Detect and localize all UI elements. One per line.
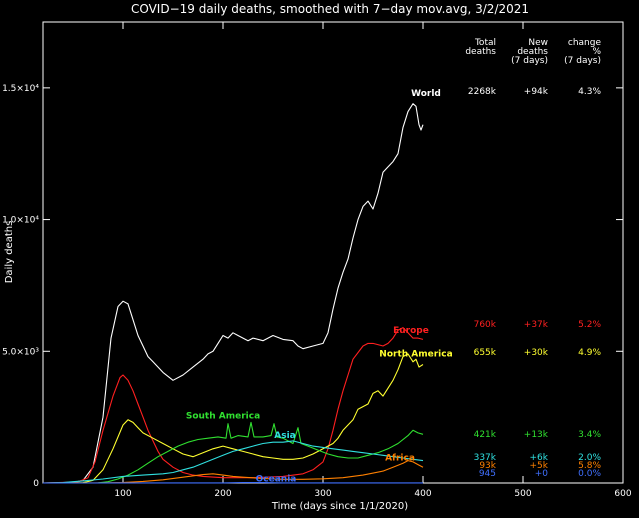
series-label-south-america: South America bbox=[186, 411, 260, 421]
table-new-deaths-south-america: +13k bbox=[524, 430, 549, 440]
table-total-deaths-europe: 760k bbox=[474, 320, 497, 330]
header-change-line2: % bbox=[592, 47, 601, 57]
x-tick-label: 500 bbox=[514, 489, 531, 499]
series-label-asia: Asia bbox=[274, 431, 295, 441]
series-lines bbox=[42, 103, 424, 484]
series-line-oceania bbox=[43, 481, 423, 484]
table-total-deaths-oceania: 945 bbox=[479, 469, 496, 479]
header-total-line2: deaths bbox=[465, 47, 496, 57]
header-change-line3: (7 days) bbox=[564, 56, 601, 66]
x-tick-label: 600 bbox=[614, 489, 631, 499]
x-axis-label: Time (days since 1/1/2020) bbox=[271, 501, 408, 512]
y-tick-label: 1.5×10⁴ bbox=[2, 84, 39, 94]
x-tick-label: 100 bbox=[114, 489, 131, 499]
table-change-world: 4.3% bbox=[578, 87, 601, 97]
table-change-europe: 5.2% bbox=[578, 320, 601, 330]
series-label-oceania: Oceania bbox=[256, 475, 297, 485]
series-label-africa: Africa bbox=[385, 454, 415, 464]
table-total-deaths-africa: 93k bbox=[479, 461, 496, 471]
table-new-deaths-world: +94k bbox=[524, 87, 549, 97]
series-label-world: World bbox=[411, 89, 441, 99]
y-tick-label: 1.0×10⁴ bbox=[2, 216, 39, 226]
series-line-south-america bbox=[42, 421, 424, 484]
table-change-oceania: 0.0% bbox=[578, 469, 601, 479]
x-tick-label: 200 bbox=[214, 489, 231, 499]
series-line-europe bbox=[42, 327, 424, 484]
series-line-asia bbox=[42, 440, 424, 484]
axes: 100 200 300 400 500 600 0 5.0×10³ 1.0×10⁴ 1.5×10⁴ bbox=[2, 22, 632, 499]
table-new-deaths-north-america: +30k bbox=[524, 348, 549, 358]
x-tick-label: 400 bbox=[414, 489, 431, 499]
header-new-line3: (7 days) bbox=[511, 56, 548, 66]
series-label-europe: Europe bbox=[393, 326, 429, 336]
table-new-deaths-asia: +6k bbox=[530, 453, 549, 463]
table-headers: Total deaths New deaths (7 days) change … bbox=[465, 38, 601, 66]
table-change-asia: 2.0% bbox=[578, 453, 601, 463]
y-tick-label: 0 bbox=[33, 479, 39, 489]
table-new-deaths-oceania: +0 bbox=[535, 469, 549, 479]
stats-table: 2268k +94k 4.3% 760k +37k 5.2% 655k +30k 4.9% 421… bbox=[468, 87, 602, 479]
x-tick-label: 300 bbox=[314, 489, 331, 499]
header-change-line1: change bbox=[568, 38, 602, 48]
table-change-north-america: 4.9% bbox=[578, 348, 601, 358]
header-new-line2: deaths bbox=[517, 47, 548, 57]
table-total-deaths-asia: 337k bbox=[474, 453, 497, 463]
header-new-line1: New bbox=[528, 38, 548, 48]
table-new-deaths-africa: +5k bbox=[530, 461, 549, 471]
table-change-south-america: 3.4% bbox=[578, 430, 601, 440]
table-total-deaths-world: 2268k bbox=[468, 87, 497, 97]
series-label-north-america: North America bbox=[379, 350, 452, 360]
table-total-deaths-north-america: 655k bbox=[474, 348, 497, 358]
y-tick-label: 5.0×10³ bbox=[2, 347, 39, 357]
series-line-north-america bbox=[42, 353, 424, 484]
series-line-africa bbox=[42, 460, 424, 484]
y-axis-label: Daily deaths bbox=[4, 221, 15, 284]
chart-title: COVID−19 daily deaths, smoothed with 7−d… bbox=[131, 2, 529, 16]
table-new-deaths-europe: +37k bbox=[524, 320, 549, 330]
table-total-deaths-south-america: 421k bbox=[474, 430, 497, 440]
series-line-world bbox=[42, 103, 424, 484]
header-total-line1: Total bbox=[474, 38, 496, 48]
series-labels: World Europe North America South America Asi… bbox=[186, 89, 453, 485]
table-change-africa: 5.8% bbox=[578, 461, 601, 471]
